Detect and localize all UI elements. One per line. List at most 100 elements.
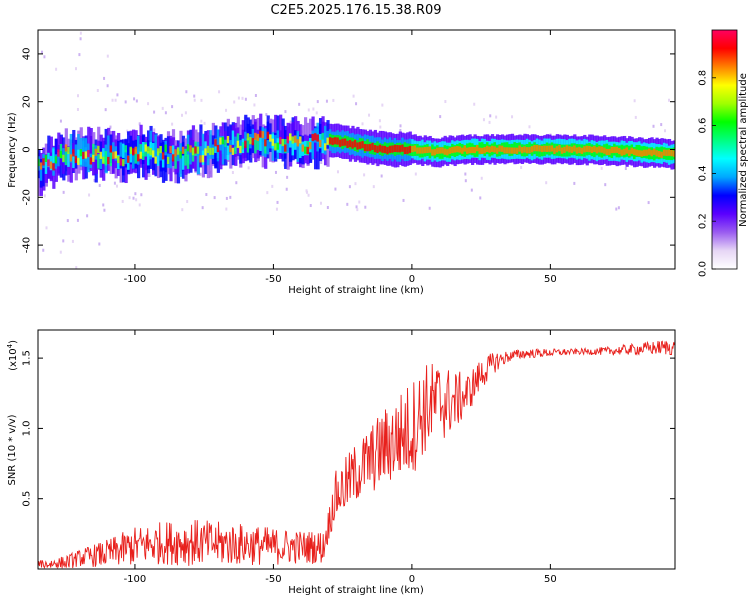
heatmap-speckle [528, 125, 531, 129]
heatmap-cell [518, 145, 522, 152]
heatmap-speckle [241, 96, 244, 100]
heatmap-speckle [664, 129, 667, 133]
heatmap-speckle [77, 94, 80, 98]
heatmap-speckle [71, 239, 74, 243]
heatmap-speckle [76, 107, 79, 111]
heatmap-cell [244, 131, 248, 147]
heatmap-cell [383, 145, 387, 154]
heatmap-speckle [271, 184, 274, 188]
heatmap-cell [74, 144, 78, 159]
heatmap-cell [281, 139, 285, 154]
heatmap-speckle [200, 119, 203, 123]
heatmap-cell [199, 155, 203, 163]
heatmap-cell [246, 138, 250, 153]
heatmap-cell [393, 144, 397, 152]
heatmap-cell [176, 147, 181, 155]
heatmap-cell [598, 146, 602, 153]
heatmap-cell [57, 149, 61, 157]
heatmap-cell [109, 145, 113, 153]
heatmap-cell [39, 162, 43, 170]
heatmap-cell [286, 138, 290, 153]
heatmap-cell [318, 139, 323, 147]
heatmap-cell [129, 148, 133, 163]
colorbar-tick-label: 0.0 [698, 261, 709, 277]
heatmap-cell [241, 142, 245, 150]
heatmap-speckle [113, 181, 116, 185]
heatmap-cell [229, 145, 233, 153]
heatmap-speckle [286, 175, 289, 179]
heatmap-cell [119, 142, 123, 157]
spectrogram-y-tick-label: 20 [22, 95, 33, 108]
heatmap-speckle [604, 183, 607, 187]
heatmap-cell [480, 147, 485, 155]
heatmap-speckle [79, 37, 82, 41]
heatmap-cell [563, 146, 567, 153]
heatmap-cell [358, 141, 363, 149]
heatmap-cell [67, 146, 71, 155]
heatmap-speckle [98, 242, 101, 246]
heatmap-cell [221, 137, 225, 145]
heatmap-cell [286, 136, 290, 144]
heatmap-cell [179, 151, 183, 159]
heatmap-cell [109, 151, 113, 167]
heatmap-cell [59, 150, 63, 159]
heatmap-cell [628, 149, 632, 156]
heatmap-cell [151, 142, 156, 158]
heatmap-speckle [199, 172, 202, 176]
heatmap-cell [54, 156, 58, 164]
heatmap-cell [266, 140, 270, 155]
heatmap-cell [313, 133, 318, 141]
colorbar-ticks: 0.0 0.2 0.4 0.6 0.8 [698, 70, 716, 277]
spectrogram-x-tick-label: -100 [124, 274, 147, 285]
heatmap-cell [463, 145, 467, 152]
heatmap-cell [451, 146, 455, 154]
heatmap-cell [132, 148, 136, 156]
heatmap-speckle [106, 54, 109, 58]
heatmap-speckle [247, 166, 250, 170]
heatmap-cell [388, 145, 392, 153]
heatmap-cell [373, 144, 378, 153]
heatmap-speckle [86, 214, 89, 218]
snr-x-ticks: -100 -50 0 50 [124, 330, 557, 585]
heatmap-cell [57, 151, 61, 167]
snr-y-tick-label: 0.5 [22, 491, 33, 507]
heatmap-speckle [480, 176, 483, 180]
heatmap-cell [69, 145, 73, 160]
heatmap-cell [600, 146, 604, 153]
heatmap-speckle [62, 239, 65, 243]
heatmap-cell [54, 138, 58, 168]
heatmap-cell [348, 139, 353, 148]
heatmap-cell [214, 139, 218, 147]
heatmap-cell [174, 149, 178, 157]
heatmap-speckle [171, 105, 174, 109]
heatmap-speckle [346, 202, 349, 206]
heatmap-speckle [284, 110, 287, 114]
heatmap-cell [333, 137, 338, 145]
heatmap-cell [533, 145, 537, 152]
heatmap-cell [311, 133, 315, 142]
heatmap-cell [92, 154, 96, 162]
heatmap-cell [321, 132, 325, 141]
heatmap-cell [219, 136, 223, 166]
heatmap-cell [306, 146, 310, 155]
heatmap-cell [326, 137, 330, 145]
heatmap-speckle [361, 122, 364, 126]
heatmap-cell [426, 146, 430, 154]
colorbar-label: Normalized spectral amplitude [738, 73, 749, 227]
heatmap-speckle [647, 201, 650, 205]
heatmap-speckle [225, 196, 228, 200]
snr-x-tick-label: -50 [265, 574, 281, 585]
heatmap-cell [436, 147, 440, 154]
heatmap-speckle [121, 199, 124, 203]
heatmap-cell [543, 145, 547, 152]
heatmap-cell [638, 150, 642, 157]
heatmap-cell [438, 147, 442, 154]
heatmap-cell [102, 156, 106, 164]
heatmap-speckle [399, 128, 402, 132]
heatmap-cell [408, 145, 412, 154]
heatmap-cell [171, 154, 176, 162]
heatmap-cell [154, 142, 158, 158]
heatmap-speckle [55, 67, 58, 71]
heatmap-speckle [138, 203, 141, 207]
heatmap-cell [89, 135, 93, 165]
